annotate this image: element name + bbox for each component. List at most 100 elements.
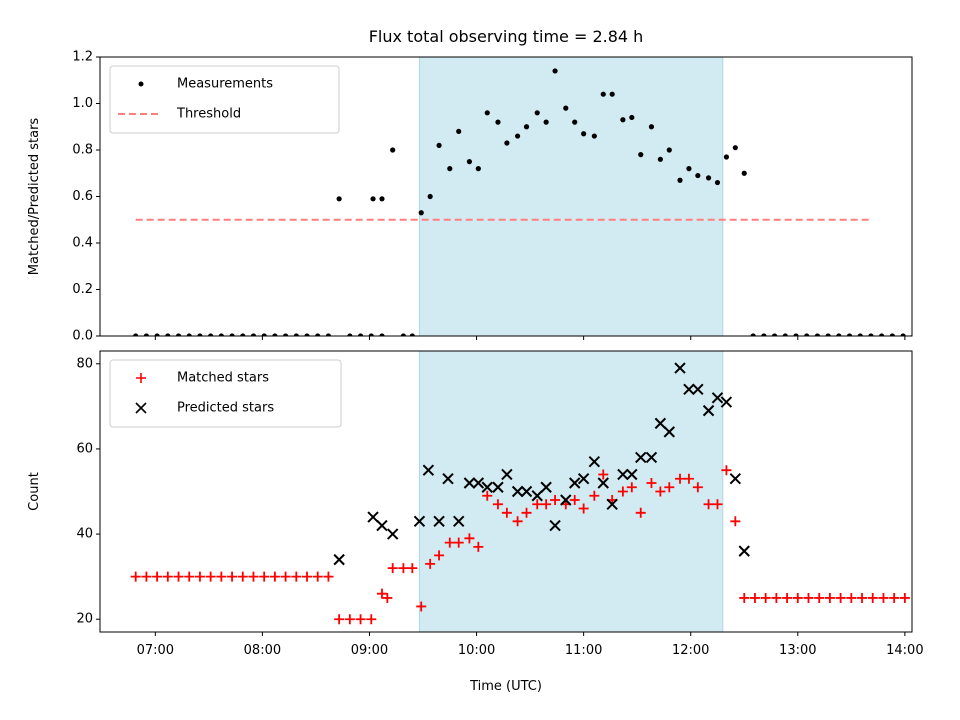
measurement-point bbox=[581, 131, 587, 137]
measurement-point bbox=[868, 333, 874, 336]
matched-star-point bbox=[492, 499, 503, 510]
matched-star-point bbox=[814, 592, 825, 603]
x-tick-label: 12:00 bbox=[672, 643, 709, 658]
measurement-point bbox=[793, 333, 799, 336]
observing-window-shade bbox=[419, 57, 723, 336]
measurement-point bbox=[368, 333, 374, 336]
measurement-point bbox=[857, 333, 863, 336]
measurement-point bbox=[552, 68, 558, 74]
predicted-star-point bbox=[492, 481, 504, 493]
measurement-point bbox=[436, 142, 442, 148]
matched-star-point bbox=[501, 507, 512, 518]
measurement-point bbox=[504, 140, 510, 146]
matched-star-point bbox=[366, 614, 377, 625]
matched-star-point bbox=[280, 571, 291, 582]
y-tick-label: 0.8 bbox=[72, 143, 93, 158]
predicted-star-point bbox=[442, 473, 454, 485]
matched-star-point bbox=[130, 571, 141, 582]
measurement-point bbox=[600, 91, 606, 97]
measurement-point bbox=[379, 196, 385, 202]
matched-star-point bbox=[760, 592, 771, 603]
matched-star-point bbox=[878, 592, 889, 603]
legend-threshold-label: Threshold bbox=[176, 107, 241, 122]
measurement-point bbox=[325, 333, 332, 336]
matched-star-point bbox=[387, 563, 398, 574]
legend-matched-label: Matched stars bbox=[177, 371, 269, 386]
matched-star-point bbox=[425, 558, 436, 569]
matched-star-point bbox=[334, 614, 345, 625]
matched-star-point bbox=[194, 571, 205, 582]
matched-star-point bbox=[416, 601, 427, 612]
matched-star-point bbox=[646, 477, 657, 488]
measurement-point bbox=[846, 333, 853, 336]
x-tick-label: 07:00 bbox=[137, 643, 174, 658]
measurement-point bbox=[695, 172, 701, 179]
measurement-point bbox=[889, 333, 895, 336]
matched-star-point bbox=[692, 482, 703, 493]
predicted-star-point bbox=[597, 477, 609, 489]
matched-star-point bbox=[162, 571, 173, 582]
predicted-star-point bbox=[617, 468, 629, 481]
matched-star-point bbox=[398, 563, 409, 574]
matched-star-point bbox=[302, 571, 313, 582]
measurement-point bbox=[534, 110, 540, 116]
matched-star-point bbox=[664, 482, 675, 493]
measurement-point bbox=[750, 333, 756, 336]
measurement-point bbox=[143, 333, 149, 336]
x-tick-label: 10:00 bbox=[458, 643, 495, 658]
predicted-star-point bbox=[422, 464, 435, 476]
predicted-star-point bbox=[569, 477, 581, 489]
matched-star-point bbox=[521, 507, 532, 518]
matched-star-point bbox=[803, 592, 814, 603]
measurement-point bbox=[133, 333, 139, 336]
observing-window-shade bbox=[419, 351, 723, 632]
matched-star-point bbox=[824, 592, 835, 603]
matched-star-point bbox=[173, 571, 184, 582]
measurement-point bbox=[836, 333, 842, 336]
measurement-point bbox=[390, 147, 396, 153]
measurement-point bbox=[175, 333, 182, 336]
ratio-legend-box bbox=[109, 65, 340, 134]
matched-star-point bbox=[444, 537, 455, 548]
ratio-y-axis-label: Matched/Predicted stars bbox=[27, 118, 42, 276]
matched-star-point bbox=[578, 503, 589, 514]
matched-star-point bbox=[889, 592, 900, 603]
matched-star-point bbox=[216, 571, 227, 582]
measurement-point bbox=[563, 105, 569, 111]
measurement-point bbox=[456, 128, 462, 134]
measurement-point bbox=[418, 210, 424, 216]
matched-star-point bbox=[617, 486, 628, 497]
matched-star-point bbox=[857, 592, 868, 603]
measurement-point bbox=[648, 124, 655, 130]
matched-star-point bbox=[730, 516, 741, 527]
measurement-point bbox=[814, 333, 821, 336]
measurement-point bbox=[218, 333, 224, 336]
measurement-point bbox=[283, 333, 289, 336]
legend-matched-marker bbox=[136, 373, 146, 383]
measurement-point bbox=[638, 152, 644, 158]
predicted-star-point bbox=[367, 511, 379, 523]
predicted-star-point bbox=[481, 481, 493, 493]
measurement-point bbox=[154, 333, 160, 336]
measurement-point bbox=[197, 333, 203, 336]
measurement-point bbox=[165, 333, 171, 336]
y-tick-label: 1.2 bbox=[72, 50, 93, 65]
measurement-point bbox=[186, 333, 192, 336]
matched-star-point bbox=[569, 495, 580, 506]
measurement-point bbox=[723, 154, 730, 160]
legend-predicted-marker bbox=[135, 402, 147, 414]
matched-star-point bbox=[899, 592, 910, 603]
measurement-point bbox=[240, 333, 246, 336]
x-tick-label: 14:00 bbox=[886, 643, 923, 658]
matched-star-point bbox=[703, 499, 714, 510]
measurement-point bbox=[686, 166, 692, 172]
matched-star-point bbox=[259, 571, 270, 582]
plot-area bbox=[130, 351, 910, 632]
predicted-star-point bbox=[738, 545, 750, 557]
matched-star-point bbox=[792, 592, 803, 603]
matched-star-point bbox=[237, 571, 248, 582]
matched-star-point bbox=[846, 592, 857, 603]
predicted-star-point bbox=[606, 498, 618, 510]
measurement-point bbox=[761, 333, 767, 336]
x-tick-label: 09:00 bbox=[351, 643, 388, 658]
